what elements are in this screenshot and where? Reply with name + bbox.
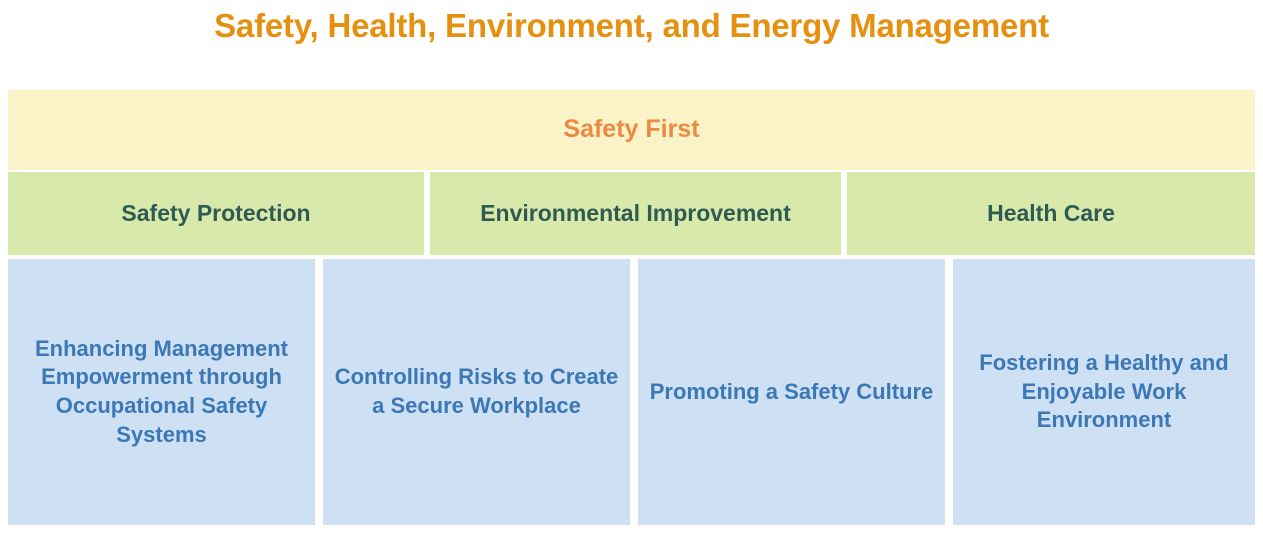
- category-label: Environmental Improvement: [480, 199, 791, 226]
- initiative-label: Fostering a Healthy and Enjoyable Work E…: [979, 350, 1229, 433]
- initiative-label: Controlling Risks to Create a Secure Wor…: [334, 364, 619, 418]
- banner-label: Safety First: [563, 115, 700, 144]
- category-label: Safety Protection: [121, 199, 311, 226]
- initiative-row: Enhancing Management Empowerment through…: [8, 259, 1255, 525]
- category-cell-environmental-improvement[interactable]: Environmental Improvement: [430, 172, 841, 255]
- initiative-cell-safety-culture[interactable]: Promoting a Safety Culture: [638, 259, 945, 525]
- initiative-cell-healthy-work-environment[interactable]: Fostering a Healthy and Enjoyable Work E…: [953, 259, 1255, 525]
- banner-row-safety-first: Safety First: [8, 90, 1255, 170]
- initiative-cell-occupational-safety-systems[interactable]: Enhancing Management Empowerment through…: [8, 259, 315, 525]
- category-label: Health Care: [987, 199, 1115, 226]
- page-title: Safety, Health, Environment, and Energy …: [214, 7, 1049, 44]
- initiative-label: Promoting a Safety Culture: [649, 378, 934, 404]
- category-cell-safety-protection[interactable]: Safety Protection: [8, 172, 424, 255]
- initiative-label: Enhancing Management Empowerment through…: [34, 335, 289, 447]
- safety-framework-matrix: Safety First Safety Protection Environme…: [8, 90, 1255, 525]
- initiative-cell-controlling-risks[interactable]: Controlling Risks to Create a Secure Wor…: [323, 259, 630, 525]
- category-cell-health-care[interactable]: Health Care: [847, 172, 1255, 255]
- category-row: Safety Protection Environmental Improvem…: [8, 172, 1255, 255]
